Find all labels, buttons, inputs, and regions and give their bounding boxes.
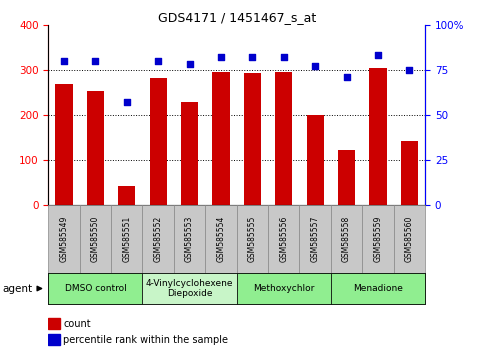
Bar xyxy=(48,205,80,273)
Text: agent: agent xyxy=(2,284,32,293)
Bar xyxy=(111,205,142,273)
Text: percentile rank within the sample: percentile rank within the sample xyxy=(63,335,228,345)
Bar xyxy=(142,273,237,304)
Text: GSM585556: GSM585556 xyxy=(279,216,288,262)
Bar xyxy=(237,205,268,273)
Title: GDS4171 / 1451467_s_at: GDS4171 / 1451467_s_at xyxy=(157,11,316,24)
Text: count: count xyxy=(63,319,91,329)
Bar xyxy=(181,102,198,205)
Text: DMSO control: DMSO control xyxy=(65,284,126,293)
Bar xyxy=(331,205,362,273)
Point xyxy=(217,55,225,60)
Bar xyxy=(118,186,135,205)
Bar xyxy=(213,72,229,205)
Bar xyxy=(268,205,299,273)
Bar xyxy=(142,205,174,273)
Bar xyxy=(237,273,331,304)
Bar xyxy=(244,73,261,205)
Point xyxy=(155,58,162,64)
Bar xyxy=(369,68,386,205)
Text: GSM585557: GSM585557 xyxy=(311,216,320,262)
Bar xyxy=(331,273,425,304)
Point xyxy=(186,62,194,67)
Text: GSM585558: GSM585558 xyxy=(342,216,351,262)
Text: Methoxychlor: Methoxychlor xyxy=(253,284,314,293)
Bar xyxy=(150,78,167,205)
Bar xyxy=(401,141,418,205)
Text: GSM585555: GSM585555 xyxy=(248,216,257,262)
Bar xyxy=(275,72,292,205)
Point xyxy=(343,74,351,80)
Bar xyxy=(48,318,59,329)
Point xyxy=(249,55,256,60)
Text: Menadione: Menadione xyxy=(353,284,403,293)
Text: GSM585549: GSM585549 xyxy=(59,216,69,262)
Text: GSM585552: GSM585552 xyxy=(154,216,163,262)
Bar xyxy=(80,205,111,273)
Point xyxy=(374,53,382,58)
Text: GSM585560: GSM585560 xyxy=(405,216,414,262)
Bar xyxy=(307,115,324,205)
Point xyxy=(92,58,99,64)
Text: GSM585551: GSM585551 xyxy=(122,216,131,262)
Point xyxy=(312,63,319,69)
Text: 4-Vinylcyclohexene
Diepoxide: 4-Vinylcyclohexene Diepoxide xyxy=(146,279,233,298)
Bar xyxy=(48,273,142,304)
Bar xyxy=(362,205,394,273)
Bar xyxy=(48,334,59,346)
Bar xyxy=(87,91,104,205)
Bar xyxy=(299,205,331,273)
Text: GSM585553: GSM585553 xyxy=(185,216,194,262)
Text: GSM585554: GSM585554 xyxy=(216,216,226,262)
Bar xyxy=(205,205,237,273)
Bar xyxy=(338,150,355,205)
Point xyxy=(280,55,288,60)
Point xyxy=(406,67,413,73)
Bar xyxy=(174,205,205,273)
Point xyxy=(60,58,68,64)
Text: GSM585559: GSM585559 xyxy=(373,216,383,262)
Point xyxy=(123,99,131,105)
Text: GSM585550: GSM585550 xyxy=(91,216,100,262)
Bar xyxy=(394,205,425,273)
Bar xyxy=(56,84,72,205)
